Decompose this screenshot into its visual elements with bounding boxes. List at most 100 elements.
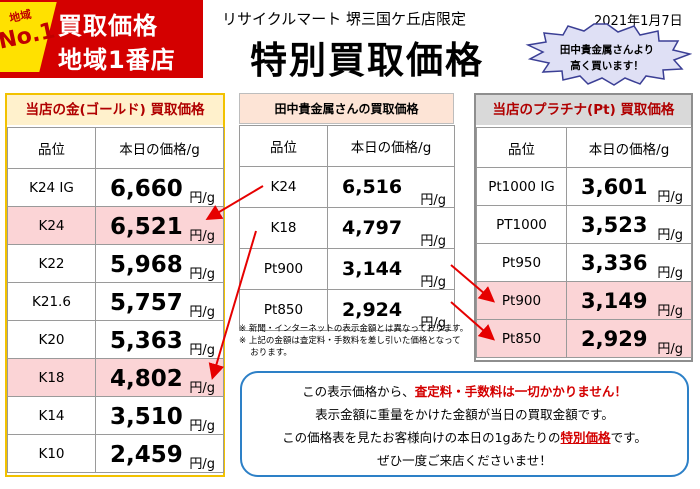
- unit-label: 円/g: [420, 275, 446, 290]
- tanaka-row-k18: K18 4,797 円/g: [239, 207, 455, 249]
- info-text: この表示価格から、: [302, 384, 415, 399]
- unit-label: 円/g: [420, 316, 446, 331]
- info-line4: ぜひ一度ご来店くださいませ！: [377, 453, 552, 468]
- arrow-pt900: [450, 264, 496, 303]
- price-value: 3,523: [581, 213, 648, 237]
- gold-row-k18: K18 4,802 円/g: [7, 358, 224, 397]
- tanaka-row-pt900: Pt900 3,144 円/g: [239, 248, 455, 290]
- price-value: 2,459: [110, 442, 183, 468]
- unit-label: 円/g: [420, 234, 446, 249]
- price-value: 3,149: [581, 289, 648, 313]
- info-box: この表示価格から、査定料・手数料は一切かかりません！ 表示金額に重量をかけた金額…: [240, 371, 689, 477]
- col-price-header: 本日の価格/g: [566, 127, 692, 168]
- unit-label: 円/g: [420, 193, 446, 208]
- unit-label: 円/g: [189, 229, 215, 244]
- price-value: 6,516: [342, 176, 403, 198]
- price-value: 4,797: [342, 217, 403, 239]
- ranking-badge: 地域 No.1 買取価格 地域1番店: [0, 0, 203, 78]
- unit-label: 円/g: [657, 304, 683, 319]
- gold-row-k216: K21.6 5,757 円/g: [7, 282, 224, 321]
- unit-label: 円/g: [189, 305, 215, 320]
- grade-cell: K21.6: [7, 282, 96, 321]
- tanaka-panel-title: 田中貴金属さんの買取価格: [239, 93, 454, 124]
- tanaka-row-k24: K24 6,516 円/g: [239, 166, 455, 208]
- price-value: 3,601: [581, 175, 648, 199]
- price-value: 3,336: [581, 251, 648, 275]
- price-value: 6,521: [110, 214, 183, 240]
- col-grade-header: 品位: [476, 127, 567, 168]
- price-value: 4,802: [110, 366, 183, 392]
- gold-panel-title: 当店の金(ゴールド) 買取価格: [7, 95, 223, 125]
- page-title: 特別買取価格: [250, 39, 484, 82]
- info-text: です。: [610, 430, 647, 445]
- special-price-emphasis: 特別価格: [560, 430, 611, 445]
- grade-cell: Pt950: [476, 243, 567, 282]
- info-line2: 表示金額に重量をかけた金額が当日の買取金額です。: [315, 407, 614, 422]
- gold-price-panel: 当店の金(ゴールド) 買取価格 品位 本日の価格/g K24 IG 6,660 円…: [5, 93, 225, 477]
- price-value: 3,144: [342, 258, 403, 280]
- unit-label: 円/g: [189, 267, 215, 282]
- grade-cell: K24: [7, 206, 96, 245]
- gold-row-k10: K10 2,459 円/g: [7, 434, 224, 473]
- col-grade-header: 品位: [7, 127, 96, 169]
- starburst-shape: [525, 23, 692, 86]
- grade-cell: K20: [7, 320, 96, 359]
- grade-cell: K24 IG: [7, 168, 96, 207]
- note-line: ※ 上記の金額は査定料・手数料を差し引いた価格となって: [239, 336, 461, 346]
- table-header-row: 品位 本日の価格/g: [476, 127, 692, 168]
- table-header-row: 品位 本日の価格/g: [239, 125, 455, 167]
- price-value: 5,757: [110, 290, 183, 316]
- tanaka-price-table: 品位 本日の価格/g K24 6,516 円/g K18 4,797 円/g Pt9…: [239, 125, 455, 331]
- unit-label: 円/g: [657, 266, 683, 281]
- tanaka-price-panel: 田中貴金属さんの買取価格 品位 本日の価格/g K24 6,516 円/g K18…: [239, 93, 455, 331]
- unit-label: 円/g: [189, 191, 215, 206]
- tanaka-row-pt850: Pt850 2,924 円/g: [239, 289, 455, 331]
- gold-row-k24ig: K24 IG 6,660 円/g: [7, 168, 224, 207]
- arrow-k24: [205, 185, 264, 221]
- unit-label: 円/g: [189, 419, 215, 434]
- col-price-header: 本日の価格/g: [95, 127, 224, 169]
- info-text: この価格表を見たお客様向けの本日の1gあたりの: [282, 430, 561, 445]
- price-value: 5,968: [110, 252, 183, 278]
- price-value: 5,363: [110, 328, 183, 354]
- gold-row-k20: K20 5,363 円/g: [7, 320, 224, 359]
- platinum-price-table: 品位 本日の価格/g Pt1000 IG 3,601 円/g PT1000 3,5…: [476, 127, 692, 358]
- arrow-k18: [208, 230, 257, 380]
- grade-cell: K10: [7, 434, 96, 473]
- callout-line2: 高く買います！: [570, 60, 644, 72]
- note-line: おります。: [239, 348, 292, 358]
- grade-cell: Pt900: [239, 248, 328, 290]
- grade-cell: Pt1000 IG: [476, 167, 567, 206]
- grade-cell: PT1000: [476, 205, 567, 244]
- grade-cell: K18: [239, 207, 328, 249]
- plat-row-pt950: Pt950 3,336 円/g: [476, 243, 692, 282]
- table-header-row: 品位 本日の価格/g: [7, 127, 224, 169]
- date: 2021年1月7日: [594, 14, 683, 29]
- price-value: 6,660: [110, 176, 183, 202]
- starburst-callout: 田中貴金属さんより 高く買います！: [522, 22, 692, 86]
- unit-label: 円/g: [189, 457, 215, 472]
- unit-label: 円/g: [657, 190, 683, 205]
- gold-row-k22: K22 5,968 円/g: [7, 244, 224, 283]
- unit-label: 円/g: [189, 381, 215, 396]
- price-value: 2,924: [342, 299, 403, 321]
- grade-cell: Pt850: [239, 289, 328, 331]
- gold-row-k24: K24 6,521 円/g: [7, 206, 224, 245]
- grade-cell: K18: [7, 358, 96, 397]
- note-line: ※ 新聞・インターネットの表示金額とは異なっております。: [239, 324, 469, 334]
- plat-row-pt1000: PT1000 3,523 円/g: [476, 205, 692, 244]
- badge-line1: 買取価格: [58, 12, 158, 40]
- platinum-price-panel: 当店のプラチナ(Pt) 買取価格 品位 本日の価格/g Pt1000 IG 3,…: [474, 93, 693, 362]
- disclaimer-notes: ※ 新聞・インターネットの表示金額とは異なっております。 ※ 上記の金額は査定料…: [239, 323, 479, 359]
- plat-row-pt850: Pt850 2,929 円/g: [476, 319, 692, 358]
- price-value: 3,510: [110, 404, 183, 430]
- no-fee-emphasis: 査定料・手数料は一切かかりません！: [414, 384, 627, 399]
- unit-label: 円/g: [657, 228, 683, 243]
- info-line1: この表示価格から、査定料・手数料は一切かかりません！: [242, 381, 687, 400]
- info-line3: この価格表を見たお客様向けの本日の1gあたりの特別価格です。: [242, 427, 687, 446]
- store-name: リサイクルマート 堺三国ケ丘店限定: [222, 10, 467, 28]
- badge-line2: 地域1番店: [58, 46, 176, 74]
- price-value: 2,929: [581, 327, 648, 351]
- unit-label: 円/g: [657, 342, 683, 357]
